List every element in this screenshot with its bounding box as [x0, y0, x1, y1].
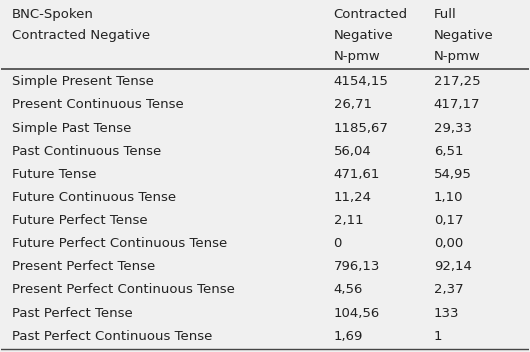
Text: 1,69: 1,69 [333, 330, 363, 343]
Text: 0,17: 0,17 [434, 214, 463, 227]
Text: Future Perfect Tense: Future Perfect Tense [12, 214, 147, 227]
Text: Future Perfect Continuous Tense: Future Perfect Continuous Tense [12, 237, 227, 250]
Text: 1,10: 1,10 [434, 191, 463, 204]
Text: Past Perfect Tense: Past Perfect Tense [12, 307, 132, 320]
Text: 2,37: 2,37 [434, 283, 463, 296]
Text: Present Continuous Tense: Present Continuous Tense [12, 99, 184, 111]
Text: Simple Present Tense: Simple Present Tense [12, 75, 154, 88]
Text: 11,24: 11,24 [333, 191, 372, 204]
Text: Full: Full [434, 8, 456, 21]
Text: 54,95: 54,95 [434, 168, 472, 181]
Text: 4,56: 4,56 [333, 283, 363, 296]
Text: 29,33: 29,33 [434, 121, 472, 134]
Text: Present Perfect Tense: Present Perfect Tense [12, 260, 155, 274]
Text: Negative: Negative [434, 29, 493, 42]
Text: 0: 0 [333, 237, 342, 250]
Text: N-pmw: N-pmw [333, 50, 381, 63]
Text: Negative: Negative [333, 29, 393, 42]
Text: N-pmw: N-pmw [434, 50, 481, 63]
Text: Past Continuous Tense: Past Continuous Tense [12, 145, 161, 158]
Text: 104,56: 104,56 [333, 307, 380, 320]
Text: Present Perfect Continuous Tense: Present Perfect Continuous Tense [12, 283, 235, 296]
Text: Contracted Negative: Contracted Negative [12, 29, 150, 42]
Text: Future Tense: Future Tense [12, 168, 96, 181]
Text: Past Perfect Continuous Tense: Past Perfect Continuous Tense [12, 330, 213, 343]
Text: 26,71: 26,71 [333, 99, 372, 111]
Text: 2,11: 2,11 [333, 214, 363, 227]
Text: Contracted: Contracted [333, 8, 408, 21]
Text: 471,61: 471,61 [333, 168, 380, 181]
Text: 417,17: 417,17 [434, 99, 480, 111]
Text: 1: 1 [434, 330, 442, 343]
Text: 217,25: 217,25 [434, 75, 480, 88]
Text: 133: 133 [434, 307, 459, 320]
Text: Future Continuous Tense: Future Continuous Tense [12, 191, 176, 204]
Text: 4154,15: 4154,15 [333, 75, 388, 88]
Text: 1185,67: 1185,67 [333, 121, 388, 134]
Text: BNC-Spoken: BNC-Spoken [12, 8, 94, 21]
Text: 56,04: 56,04 [333, 145, 372, 158]
Text: 796,13: 796,13 [333, 260, 380, 274]
Text: 0,00: 0,00 [434, 237, 463, 250]
Text: 6,51: 6,51 [434, 145, 463, 158]
Text: Simple Past Tense: Simple Past Tense [12, 121, 131, 134]
Text: 92,14: 92,14 [434, 260, 472, 274]
